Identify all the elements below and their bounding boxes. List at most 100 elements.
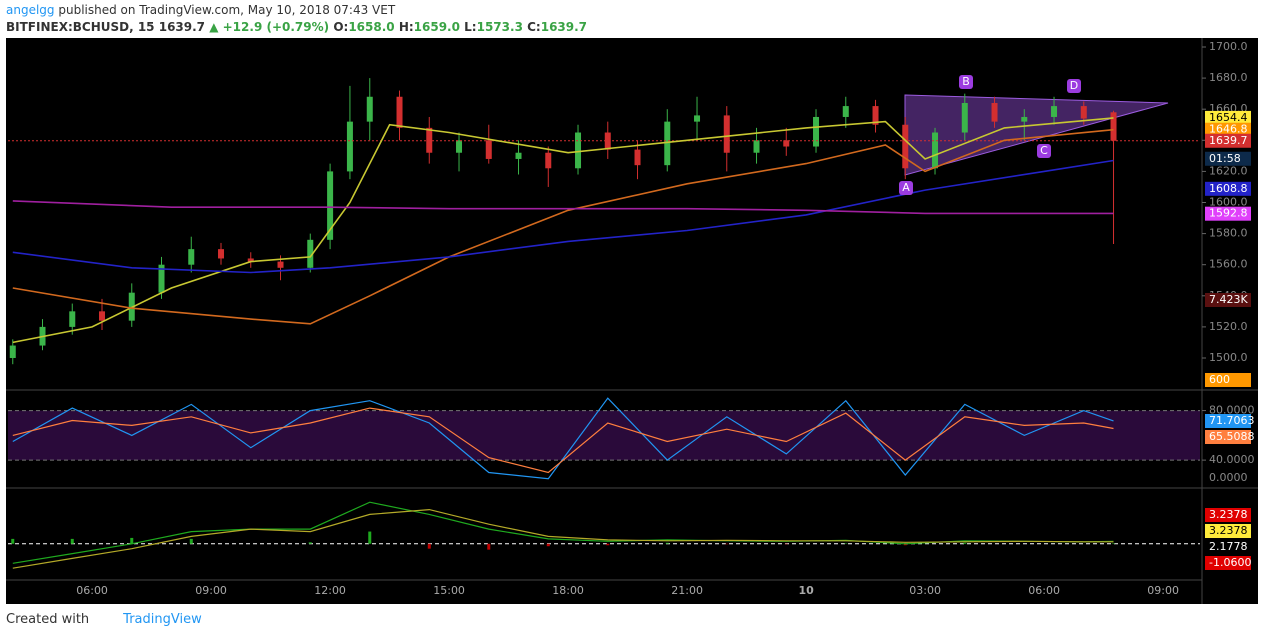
price-badge-bg: [1205, 122, 1251, 137]
candle-body: [485, 140, 492, 159]
countdown: 01:58: [1209, 152, 1241, 165]
candle-body: [99, 311, 106, 321]
candle-body: [783, 140, 790, 147]
candle-body: [723, 115, 730, 153]
candle-body: [346, 121, 353, 172]
histogram-bar: [963, 542, 967, 544]
pattern-label: A: [902, 181, 910, 194]
brand: TradingView: [123, 612, 202, 627]
x-tick-label: 12:00: [314, 584, 346, 597]
chart-background: [6, 38, 1258, 604]
published: published on TradingView.com, May 10, 20…: [58, 3, 396, 17]
price-badge-bg: [1205, 206, 1251, 221]
pattern-label: D: [1070, 79, 1078, 92]
candle-body: [753, 140, 760, 153]
y-tick-label: 40.0000: [1209, 453, 1255, 466]
y-tick-label: 1620.0: [1209, 164, 1248, 177]
x-tick-label: 18:00: [552, 584, 584, 597]
indicator-line: [12, 407, 1114, 474]
h-label: H:: [398, 20, 414, 34]
candle-body: [842, 106, 849, 117]
candle-body: [813, 116, 820, 147]
candle-body: [9, 345, 16, 358]
y-tick-label: 1600.0: [1209, 195, 1248, 208]
candle-body: [307, 239, 314, 268]
l-label: L:: [464, 20, 477, 34]
candle-body: [247, 258, 254, 262]
value-badge-bg: [1205, 430, 1251, 444]
histogram-bar: [308, 542, 312, 544]
value-badge: 3.2378: [1209, 508, 1248, 521]
histogram-bar: [368, 531, 372, 544]
candle-body: [872, 106, 879, 125]
indicator-line: [12, 200, 1114, 215]
author: angelgg: [6, 3, 55, 17]
pattern-label-bg: [1037, 144, 1051, 158]
histogram-bar: [427, 543, 431, 549]
indicator-line: [12, 159, 1114, 274]
indicator-line: [12, 128, 1114, 325]
candle-body: [188, 249, 195, 265]
volume-badge: 7.423K: [1209, 293, 1248, 306]
price-badge: 1646.8: [1209, 123, 1248, 136]
change: ▲ +12.9 (+0.79%): [209, 20, 330, 34]
candle-body: [604, 132, 611, 150]
candle-body: [1110, 112, 1117, 141]
candle-body: [664, 121, 671, 166]
candle-body: [456, 140, 463, 153]
pattern-label: B: [962, 75, 970, 88]
x-tick-label: 09:00: [195, 584, 227, 597]
h-value: 1659.0: [413, 20, 460, 34]
publish-line: angelgg published on TradingView.com, Ma…: [6, 2, 587, 19]
candle-body: [932, 132, 939, 169]
value-badge: -1.0600: [1209, 556, 1251, 569]
symbol: BITFINEX:BCHUSD, 15: [6, 20, 155, 34]
value-badge: 2.1778: [1209, 540, 1248, 553]
candle-body: [991, 102, 998, 122]
candle-body: [1021, 116, 1028, 122]
candle-body: [961, 102, 968, 133]
price-badge: 1608.8: [1209, 182, 1248, 195]
y-tick-label: 1520.0: [1209, 320, 1248, 333]
candle-body: [515, 152, 522, 159]
footer: Created with TradingView: [6, 612, 202, 627]
value-badge-bg: [1205, 556, 1251, 570]
plot-layer: 1700.01680.01660.01640.01620.01600.01580…: [8, 40, 1255, 597]
floor-label: 0.0000: [1209, 471, 1248, 484]
candle-body: [327, 171, 334, 240]
l-value: 1573.3: [476, 20, 523, 34]
x-tick-label: 09:00: [1147, 584, 1179, 597]
o-label: O:: [333, 20, 349, 34]
candle-body: [902, 124, 909, 169]
price-badge-bg: [1205, 181, 1251, 196]
y-tick-label: 1680.0: [1209, 71, 1248, 84]
value-badge-bg: [1205, 540, 1251, 554]
histogram-bar: [130, 537, 134, 544]
c-value: 1639.7: [540, 20, 588, 34]
y-tick-label: 1560.0: [1209, 258, 1248, 271]
pattern-label-bg: [959, 75, 973, 89]
candle-body: [1051, 106, 1058, 117]
value-badge-bg: [1205, 414, 1251, 428]
candle-body: [366, 96, 373, 122]
y-tick-label: 1500.0: [1209, 351, 1248, 364]
histogram-bar: [70, 538, 74, 544]
histogram-bar: [546, 543, 550, 547]
x-tick-label: 21:00: [671, 584, 703, 597]
indicator-line: [12, 117, 1114, 344]
candle-body: [634, 149, 641, 166]
candle-body: [1080, 106, 1087, 119]
histogram-bar: [11, 538, 15, 544]
last: 1639.7: [158, 20, 206, 34]
c-label: C:: [527, 20, 541, 34]
value-badge: 3.2378: [1209, 524, 1248, 537]
candle-body: [545, 152, 552, 169]
header: angelgg published on TradingView.com, Ma…: [6, 2, 587, 36]
volume-badge-bg: [1205, 293, 1251, 307]
y-tick-label: 1580.0: [1209, 227, 1248, 240]
value-badge-bg: [1205, 508, 1251, 522]
y-tick-label: 1700.0: [1209, 40, 1248, 53]
volume-badge: 600: [1209, 373, 1230, 386]
price-badge: 1654.4: [1209, 111, 1248, 124]
x-tick-label: 03:00: [909, 584, 941, 597]
